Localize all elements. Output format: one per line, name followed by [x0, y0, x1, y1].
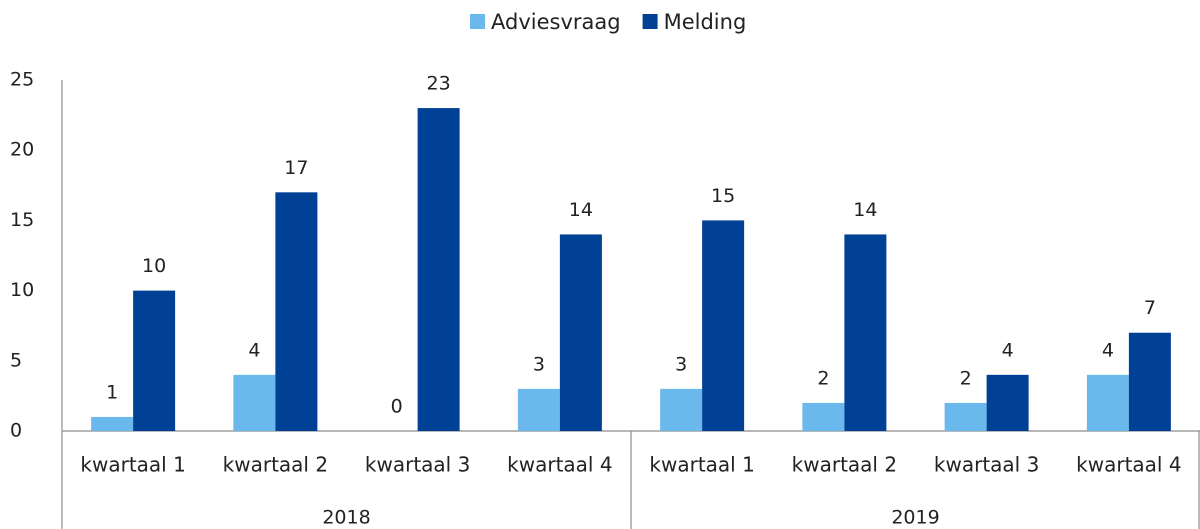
x-tick-label: kwartaal 2	[792, 453, 897, 477]
legend-label: Adviesvraag	[491, 10, 621, 34]
data-label: 23	[427, 73, 451, 95]
bar	[660, 388, 703, 431]
data-label: 14	[569, 199, 593, 221]
data-label: 7	[1144, 297, 1156, 319]
legend-label: Melding	[664, 10, 747, 34]
data-label: 3	[675, 353, 687, 375]
bar	[133, 290, 176, 431]
bar	[986, 374, 1029, 431]
bar	[275, 192, 318, 431]
y-tick-label: 5	[10, 349, 22, 371]
y-tick-label: 0	[10, 420, 22, 442]
data-label: 4	[1102, 339, 1114, 361]
bar	[702, 220, 745, 431]
bar	[802, 402, 845, 431]
bar	[1128, 332, 1171, 431]
group-label: 2018	[322, 507, 370, 529]
data-label: 15	[711, 185, 735, 207]
bar	[417, 108, 460, 431]
bar	[517, 388, 560, 431]
x-tick-label: kwartaal 2	[223, 453, 328, 477]
legend-swatch	[470, 14, 485, 29]
bar	[944, 402, 987, 431]
data-label: 10	[142, 255, 166, 277]
y-tick-label: 15	[10, 209, 34, 231]
x-tick-label: kwartaal 3	[934, 453, 1039, 477]
data-label: 2	[960, 367, 972, 389]
data-label: 4	[1002, 339, 1014, 361]
data-label: 2	[817, 367, 829, 389]
x-tick-label: kwartaal 1	[80, 453, 185, 477]
data-label: 14	[853, 199, 877, 221]
x-tick-label: kwartaal 1	[649, 453, 754, 477]
bar	[233, 374, 276, 431]
y-tick-label: 10	[10, 279, 34, 301]
x-tick-label: kwartaal 4	[1076, 453, 1181, 477]
bar	[91, 416, 134, 431]
bar	[844, 234, 887, 431]
x-tick-label: kwartaal 4	[507, 453, 612, 477]
y-tick-label: 20	[10, 139, 34, 161]
group-label: 2019	[891, 507, 939, 529]
x-tick-label: kwartaal 3	[365, 453, 470, 477]
data-label: 17	[284, 157, 308, 179]
data-label: 3	[533, 353, 545, 375]
bar	[559, 234, 602, 431]
legend-swatch	[642, 14, 658, 29]
bar	[1086, 374, 1129, 431]
data-label: 4	[248, 339, 260, 361]
data-label: 1	[106, 381, 118, 403]
y-tick-label: 25	[10, 69, 34, 91]
data-label: 0	[391, 396, 403, 418]
